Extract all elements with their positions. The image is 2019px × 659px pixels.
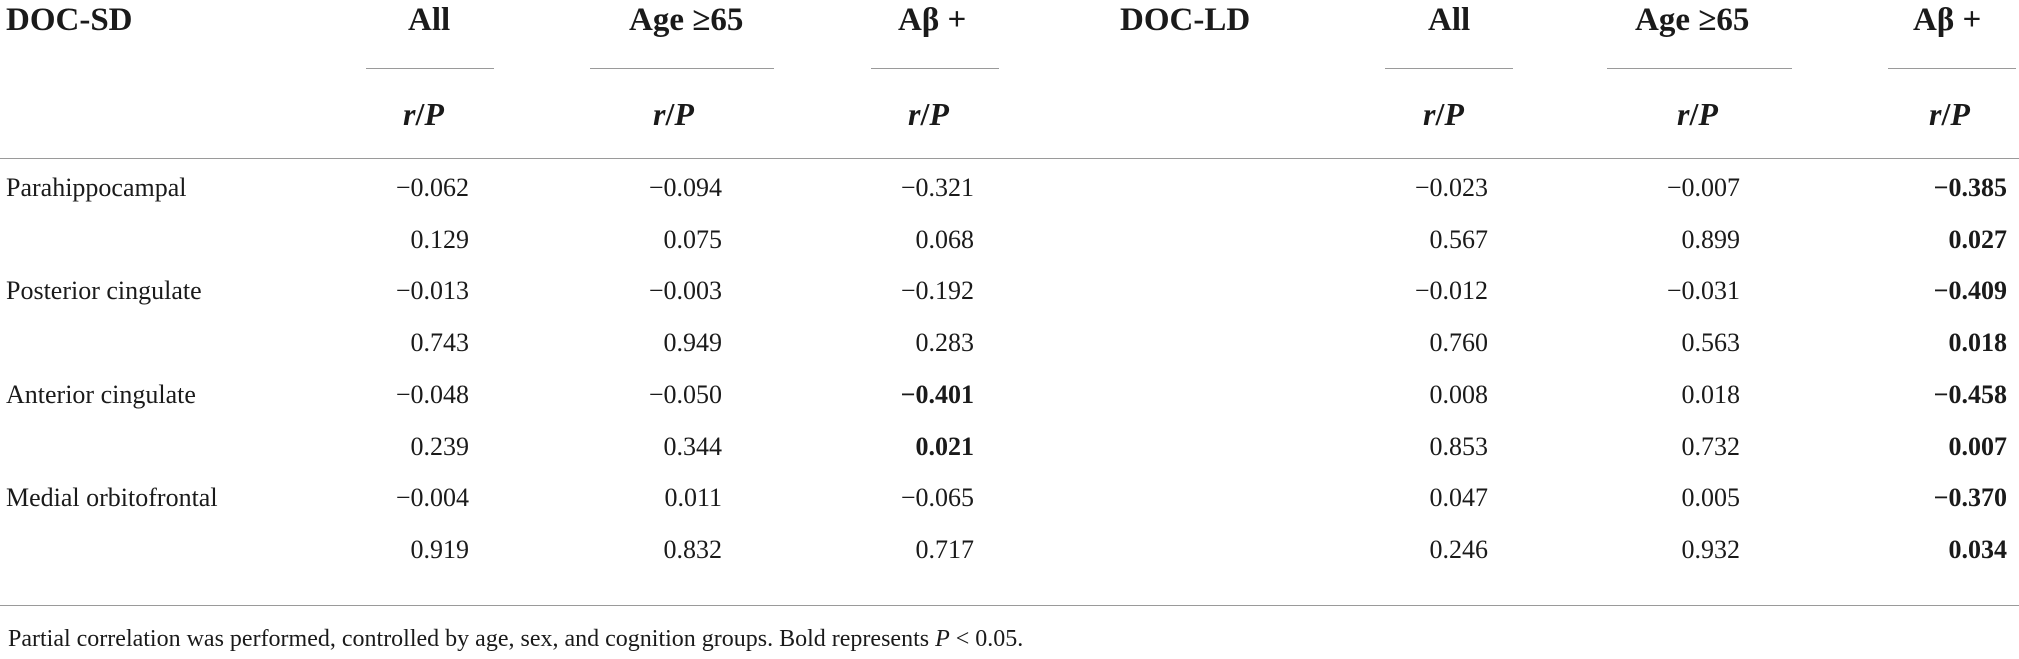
group-header-doc-sd: DOC-SD xyxy=(6,2,133,38)
r-value-cell: −0.004 xyxy=(395,483,469,512)
r-value-cell: 0.047 xyxy=(1429,483,1489,512)
p-value-cell: 0.932 xyxy=(1681,535,1741,564)
row-label: Parahippocampal xyxy=(6,173,187,202)
header-rule-sd-age xyxy=(590,68,774,69)
p-value-cell: 0.899 xyxy=(1681,225,1741,254)
col-header-ld-abeta: Aβ + xyxy=(1913,2,1982,38)
p-value-cell: 0.027 xyxy=(1948,225,2008,254)
p-value-cell: 0.717 xyxy=(915,535,975,564)
header-rule-ld-abeta xyxy=(1888,68,2016,69)
p-value-cell: 0.853 xyxy=(1429,432,1489,461)
p-value-cell: 0.075 xyxy=(663,225,723,254)
r-value-cell: −0.370 xyxy=(1933,483,2007,512)
r-value-cell: −0.385 xyxy=(1933,173,2007,202)
r-value-cell: −0.062 xyxy=(395,173,469,202)
r-value-cell: −0.065 xyxy=(900,483,974,512)
r-value-cell: −0.012 xyxy=(1414,276,1488,305)
subheader-r-p: r/P xyxy=(403,96,444,132)
subheader-r-p: r/P xyxy=(653,96,694,132)
r-value-cell: −0.003 xyxy=(648,276,722,305)
col-header-sd-age: Age ≥65 xyxy=(629,2,744,38)
p-value-cell: 0.743 xyxy=(410,328,470,357)
r-value-cell: 0.018 xyxy=(1681,380,1741,409)
r-value-cell: −0.458 xyxy=(1933,380,2007,409)
row-label: Medial orbitofrontal xyxy=(6,483,218,512)
r-value-cell: 0.005 xyxy=(1681,483,1741,512)
header-rule-sd-all xyxy=(366,68,494,69)
p-value-cell: 0.567 xyxy=(1429,225,1489,254)
p-value-cell: 0.007 xyxy=(1948,432,2008,461)
subheader-r-p: r/P xyxy=(1423,96,1464,132)
r-value-cell: −0.321 xyxy=(900,173,974,202)
group-header-doc-ld: DOC-LD xyxy=(1120,2,1251,38)
p-value-cell: 0.732 xyxy=(1681,432,1741,461)
r-value-cell: −0.409 xyxy=(1933,276,2007,305)
r-value-cell: −0.023 xyxy=(1414,173,1488,202)
col-header-sd-abeta: Aβ + xyxy=(898,2,967,38)
col-header-ld-age: Age ≥65 xyxy=(1635,2,1750,38)
p-value-cell: 0.760 xyxy=(1429,328,1489,357)
r-value-cell: −0.013 xyxy=(395,276,469,305)
header-rule-ld-age xyxy=(1607,68,1792,69)
p-value-cell: 0.949 xyxy=(663,328,723,357)
row-label: Anterior cingulate xyxy=(6,380,196,409)
p-value-cell: 0.283 xyxy=(915,328,975,357)
col-header-ld-all: All xyxy=(1428,2,1471,38)
p-value-cell: 0.563 xyxy=(1681,328,1741,357)
p-value-cell: 0.068 xyxy=(915,225,975,254)
p-value-cell: 0.919 xyxy=(410,535,470,564)
r-value-cell: −0.401 xyxy=(900,380,974,409)
subheader-r-p: r/P xyxy=(908,96,949,132)
subheader-r-p: r/P xyxy=(1929,96,1970,132)
r-value-cell: −0.007 xyxy=(1666,173,1740,202)
p-value-cell: 0.832 xyxy=(663,535,723,564)
subheader-r-p: r/P xyxy=(1677,96,1718,132)
col-header-sd-all: All xyxy=(408,2,451,38)
p-value-cell: 0.239 xyxy=(410,432,470,461)
p-value-cell: 0.034 xyxy=(1948,535,2008,564)
table-bottom-rule xyxy=(0,605,2019,606)
r-value-cell: 0.008 xyxy=(1429,380,1489,409)
r-value-cell: 0.011 xyxy=(664,483,722,512)
r-value-cell: −0.048 xyxy=(395,380,469,409)
header-rule-ld-all xyxy=(1385,68,1513,69)
table-footnote: Partial correlation was performed, contr… xyxy=(8,626,1024,652)
row-label: Posterior cingulate xyxy=(6,276,202,305)
p-value-cell: 0.021 xyxy=(915,432,975,461)
r-value-cell: −0.031 xyxy=(1666,276,1740,305)
r-value-cell: −0.094 xyxy=(648,173,722,202)
r-value-cell: −0.192 xyxy=(900,276,974,305)
p-value-cell: 0.344 xyxy=(663,432,723,461)
header-rule-sd-abeta xyxy=(871,68,999,69)
p-value-cell: 0.246 xyxy=(1429,535,1489,564)
table-header-rule xyxy=(0,158,2019,159)
r-value-cell: −0.050 xyxy=(648,380,722,409)
p-value-cell: 0.129 xyxy=(410,225,470,254)
p-value-cell: 0.018 xyxy=(1948,328,2008,357)
